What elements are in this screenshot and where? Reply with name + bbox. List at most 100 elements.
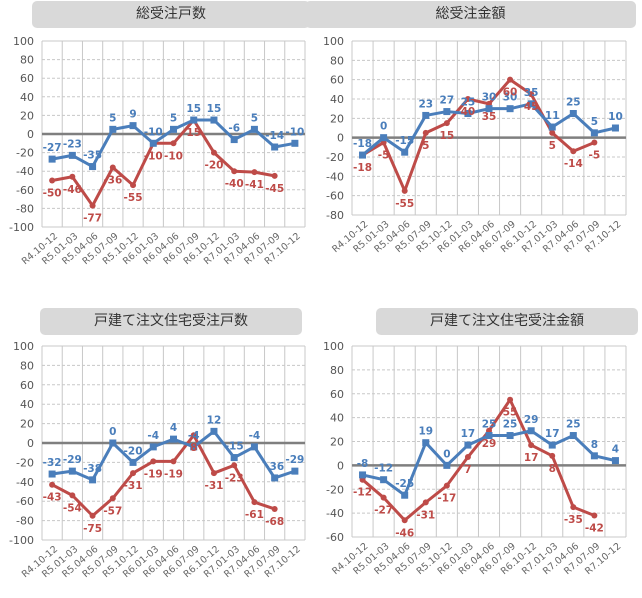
y-tick-label: -40 — [16, 165, 34, 178]
data-marker — [170, 140, 177, 147]
y-tick-label: -20 — [326, 151, 344, 164]
data-marker — [210, 116, 218, 124]
data-label: -10 — [144, 126, 163, 138]
data-marker — [485, 432, 493, 440]
data-label: -75 — [83, 523, 102, 535]
data-label: -50 — [43, 188, 62, 200]
data-marker — [464, 96, 471, 102]
data-label: 15 — [207, 103, 222, 115]
data-label: 17 — [545, 428, 560, 440]
data-marker — [570, 148, 577, 155]
y-tick-label: 60 — [20, 72, 34, 85]
data-label: 7 — [464, 464, 471, 476]
data-marker — [48, 470, 56, 478]
data-marker — [271, 143, 279, 151]
data-label: 5 — [422, 140, 429, 152]
data-label: -29 — [63, 454, 82, 466]
data-label: 8 — [190, 442, 197, 454]
data-marker — [380, 476, 388, 484]
data-marker — [190, 443, 198, 451]
y-tick-label: 100 — [323, 340, 344, 353]
y-tick-label: -100 — [9, 534, 34, 547]
data-marker — [69, 173, 76, 180]
data-label: 17 — [524, 452, 539, 464]
data-label: -45 — [265, 183, 284, 195]
data-label: 35 — [482, 111, 497, 123]
data-label: 0 — [443, 448, 450, 460]
data-label: -43 — [43, 492, 62, 504]
data-marker — [210, 427, 218, 435]
data-label: -31 — [416, 509, 435, 521]
data-label: 15 — [440, 130, 455, 142]
data-label: -41 — [245, 179, 264, 191]
data-label: 9 — [129, 109, 136, 121]
data-label: -8 — [357, 458, 369, 470]
data-marker — [527, 100, 535, 108]
y-tick-label: -100 — [9, 221, 34, 234]
data-marker — [130, 182, 137, 189]
data-label: 0 — [109, 426, 116, 438]
red-series-line — [51, 433, 276, 518]
y-tick-label: 20 — [20, 418, 34, 431]
chart-total-orders-units: 総受注戸数 100 80 60 40 20 0 -20 -40 -60 -80 -100 R4.10-… — [0, 0, 321, 292]
data-marker — [359, 471, 367, 479]
data-marker — [401, 148, 409, 156]
data-label: 5 — [170, 112, 177, 124]
y-tick-label: -40 — [326, 507, 344, 520]
data-marker — [401, 187, 408, 194]
data-marker — [506, 432, 514, 440]
data-label: -46 — [63, 184, 82, 196]
data-label: 10 — [608, 111, 623, 123]
data-label: 30 — [482, 92, 497, 104]
data-label: -5 — [589, 150, 601, 162]
data-label: 35 — [524, 87, 539, 99]
data-label: -4 — [249, 430, 261, 442]
data-label: -23 — [63, 138, 82, 150]
data-marker — [359, 151, 367, 159]
data-marker — [591, 139, 598, 146]
y-tick-label: 40 — [20, 398, 34, 411]
y-tick-label: -60 — [326, 531, 344, 544]
data-marker — [528, 91, 535, 98]
data-marker — [48, 155, 56, 163]
data-label: -61 — [245, 509, 264, 521]
y-tick-label: 40 — [330, 412, 344, 425]
y-tick-label: 20 — [20, 109, 34, 122]
data-label: 15 — [186, 103, 201, 115]
data-marker — [570, 504, 577, 511]
data-marker — [49, 177, 56, 184]
y-tick-label: -80 — [326, 209, 344, 222]
data-marker — [109, 125, 117, 133]
data-marker — [549, 452, 556, 459]
data-marker — [507, 76, 514, 83]
y-tick-label: -60 — [16, 184, 34, 197]
y-tick-label: 100 — [13, 340, 34, 353]
data-marker — [231, 168, 238, 175]
data-label: -20 — [124, 445, 143, 457]
data-label: 8 — [591, 439, 598, 451]
data-marker — [291, 467, 299, 475]
data-label: -19 — [164, 468, 183, 480]
data-marker — [69, 492, 76, 499]
y-tick-label: 20 — [330, 112, 344, 125]
y-tick-label: 0 — [337, 459, 344, 472]
line-chart: 100806040200-20-40-60-80-100R4.10-12R5.0… — [9, 35, 306, 267]
data-label: -29 — [285, 454, 304, 466]
line-chart: 100806040200-20-40-60R4.10-12R5.01-03R5.… — [323, 340, 627, 577]
data-marker — [130, 470, 137, 477]
data-marker — [401, 517, 408, 524]
data-label: -10 — [144, 150, 163, 162]
data-label: -38 — [83, 463, 102, 475]
data-marker — [611, 457, 619, 465]
data-label: -40 — [225, 178, 244, 190]
data-marker — [401, 491, 409, 499]
data-marker — [443, 108, 451, 116]
data-label: -31 — [124, 480, 143, 492]
data-marker — [250, 125, 258, 133]
data-label: -55 — [124, 192, 143, 204]
y-tick-label: 40 — [20, 91, 34, 104]
data-marker — [271, 172, 278, 179]
data-label: 8 — [549, 463, 556, 475]
data-marker — [464, 454, 471, 461]
data-marker — [190, 116, 198, 124]
